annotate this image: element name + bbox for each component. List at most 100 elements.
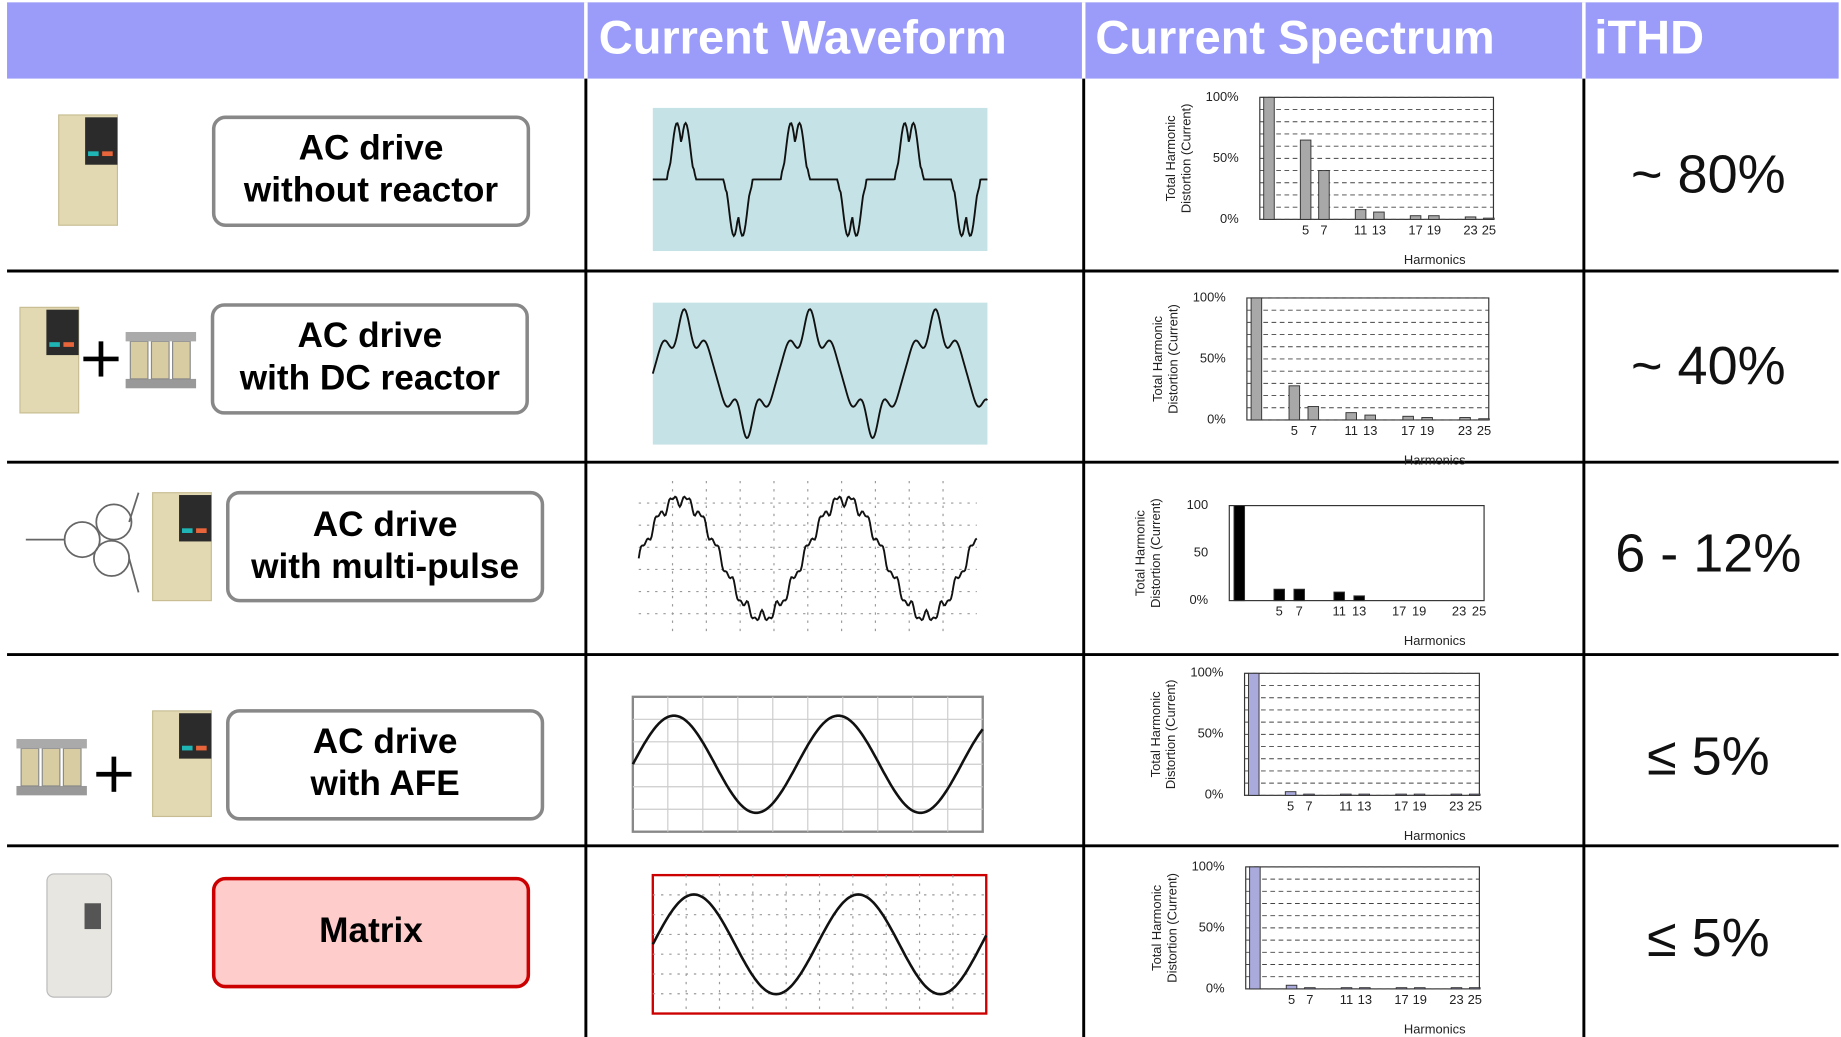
- x-tick-label: 17: [1392, 604, 1406, 619]
- transformer-line: [128, 558, 140, 593]
- spectrum-bar: [1340, 793, 1352, 796]
- drive-label: AC drive: [313, 722, 458, 761]
- reactor-base: [125, 378, 197, 389]
- drive-button: [102, 151, 113, 157]
- transformer-icon: [95, 503, 133, 541]
- header-cell: Current Waveform: [599, 11, 1007, 63]
- x-tick-label: 7: [1310, 423, 1317, 438]
- x-tick-label: 13: [1363, 423, 1377, 438]
- x-axis-label: Harmonics: [1404, 1021, 1466, 1036]
- x-tick-label: 13: [1358, 992, 1372, 1007]
- label-box: [210, 303, 529, 415]
- y-tick-label: 100%: [1206, 89, 1239, 104]
- x-tick-label: 25: [1482, 223, 1496, 238]
- drive-screen: [85, 117, 118, 165]
- spectrum-bar: [1478, 418, 1490, 421]
- x-tick-label: 19: [1420, 423, 1434, 438]
- ithd-value: ≤ 5%: [1647, 908, 1770, 968]
- drive-label: Matrix: [319, 911, 423, 950]
- drive-screen: [179, 495, 212, 542]
- x-tick-label: 7: [1320, 223, 1327, 238]
- x-tick-label: 17: [1394, 992, 1408, 1007]
- transformer-icon: [93, 539, 131, 577]
- y-tick-label: 50%: [1198, 726, 1224, 741]
- spectrum-bar: [1307, 406, 1320, 421]
- drive-button: [49, 342, 60, 347]
- spectrum-bar: [1373, 211, 1385, 220]
- x-tick-label: 11: [1339, 798, 1352, 813]
- x-axis-label: Harmonics: [1404, 828, 1466, 843]
- drive-button: [181, 745, 193, 751]
- x-tick-label: 19: [1412, 798, 1426, 813]
- drive-label: AC drive: [299, 128, 444, 167]
- spectrum-bar: [1469, 987, 1481, 990]
- y-tick-label: 50: [1194, 545, 1208, 560]
- y-tick-label: 100%: [1192, 858, 1225, 873]
- x-tick-label: 5: [1287, 798, 1294, 813]
- table-rules: [7, 78, 1839, 1037]
- reactor-coil: [129, 340, 149, 380]
- x-tick-label: 11: [1332, 604, 1345, 619]
- ithd-value: 6 - 12%: [1615, 523, 1801, 583]
- ithd-value: ~ 40%: [1631, 336, 1786, 396]
- spectrum-bar: [1285, 984, 1298, 990]
- x-axis-label: Harmonics: [1404, 252, 1466, 267]
- y-tick-label: 0%: [1206, 980, 1225, 995]
- y-tick-label: 0%: [1220, 211, 1239, 226]
- reactor-coil: [150, 340, 170, 380]
- y-tick-label: 100%: [1193, 289, 1226, 304]
- y-axis-label: Total Harmonic: [1133, 510, 1148, 596]
- y-axis-label: Distortion (Current): [1178, 104, 1193, 214]
- reactor-core: [16, 739, 87, 749]
- x-tick-label: 25: [1477, 423, 1491, 438]
- drive-button: [88, 151, 99, 157]
- reactor-coil: [41, 747, 61, 787]
- drive-label: AC drive: [313, 505, 458, 544]
- x-axis-label: Harmonics: [1404, 633, 1466, 648]
- x-tick-label: 11: [1354, 223, 1367, 238]
- reactor-core: [125, 331, 197, 342]
- waveform-trace: [652, 121, 988, 238]
- spectrum-bar: [1248, 672, 1260, 796]
- spectrum-bar: [1359, 987, 1371, 990]
- spectrum-bar: [1263, 96, 1275, 220]
- spectrum-bar: [1469, 793, 1481, 796]
- drive-button: [196, 528, 207, 533]
- spectrum-bar: [1345, 412, 1357, 421]
- spectrum-bar: [1409, 215, 1422, 220]
- label-box: [226, 490, 545, 603]
- x-tick-label: 25: [1472, 604, 1486, 619]
- y-tick-label: 50%: [1200, 350, 1226, 365]
- label-box: [226, 709, 545, 821]
- spectrum-bar: [1354, 209, 1367, 220]
- y-axis-label: Total Harmonic: [1163, 115, 1178, 201]
- spectrum-bar: [1299, 139, 1312, 220]
- drive-button: [63, 342, 74, 347]
- y-axis-label: Distortion (Current): [1163, 680, 1178, 790]
- spectrum-bar: [1233, 505, 1246, 602]
- spectrum-bar: [1358, 793, 1371, 796]
- x-tick-label: 19: [1427, 223, 1441, 238]
- drive-button: [196, 745, 207, 751]
- spectrum-bar: [1414, 987, 1426, 990]
- spectrum-bar: [1333, 591, 1345, 602]
- spectrum-bar: [1483, 217, 1495, 220]
- spectrum-bar: [1304, 987, 1316, 990]
- reactor-coil: [20, 747, 40, 787]
- ithd-value: ~ 80%: [1631, 145, 1786, 205]
- y-tick-label: 0%: [1207, 411, 1226, 426]
- spectrum-bar: [1288, 385, 1301, 421]
- spectrum-frame: [1228, 505, 1485, 602]
- y-axis-label: Distortion (Current): [1148, 498, 1163, 608]
- x-tick-label: 13: [1372, 223, 1386, 238]
- spectrum-bar: [1450, 987, 1463, 990]
- matrix-drive-screen: [84, 903, 101, 930]
- x-tick-label: 17: [1401, 423, 1415, 438]
- waveform-trace: [631, 714, 984, 815]
- spectrum-bar: [1364, 414, 1376, 421]
- y-axis-label: Total Harmonic: [1148, 691, 1163, 777]
- x-tick-label: 23: [1463, 223, 1477, 238]
- x-tick-label: 7: [1306, 992, 1313, 1007]
- y-tick-label: 100: [1187, 497, 1209, 512]
